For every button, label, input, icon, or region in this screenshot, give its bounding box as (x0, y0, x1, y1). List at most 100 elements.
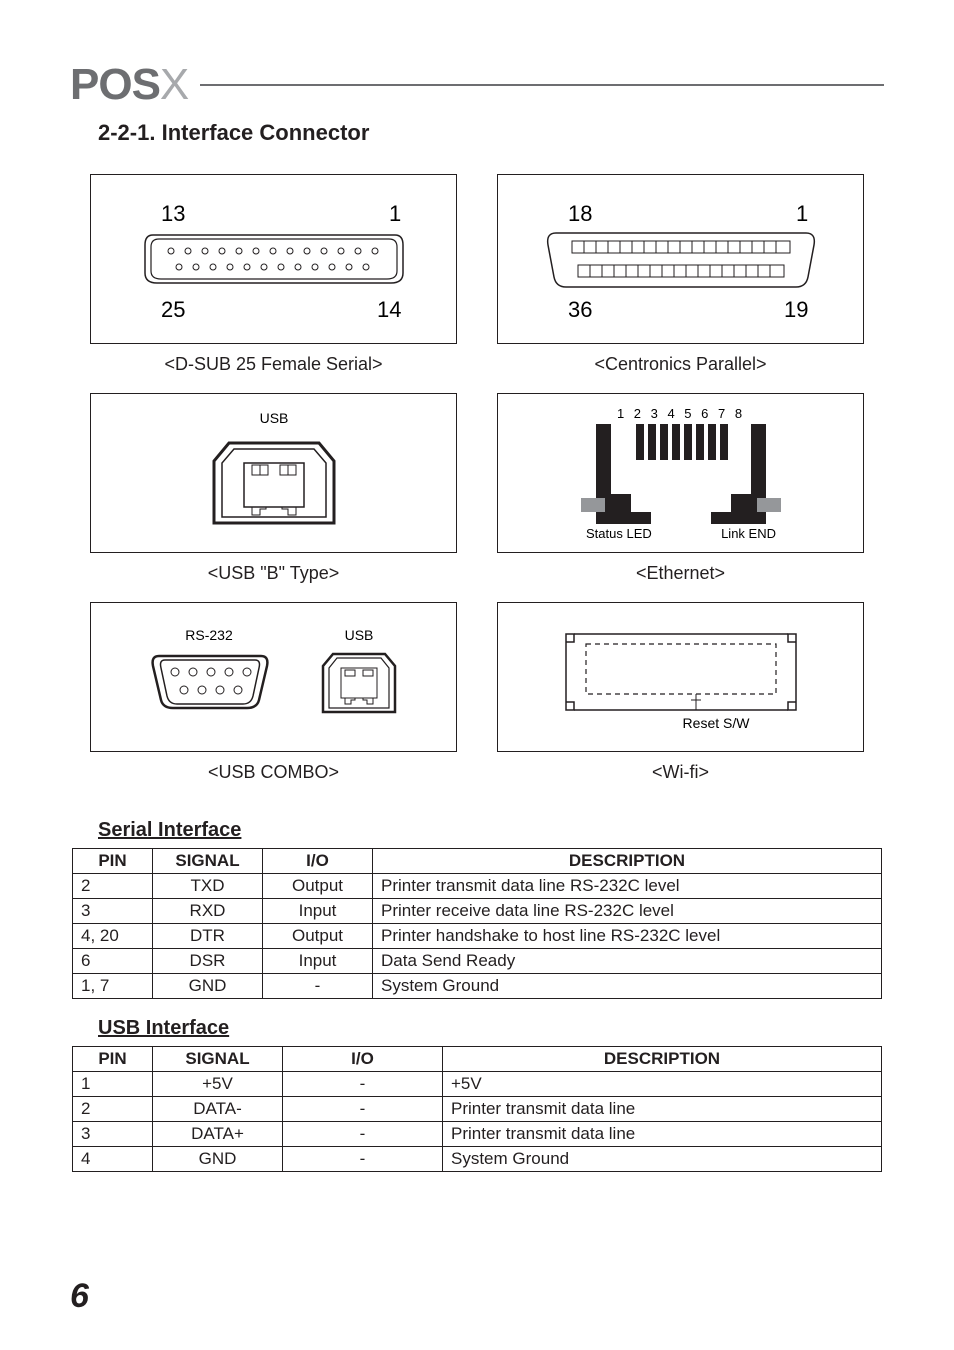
table-row: 6DSRInputData Send Ready (73, 949, 882, 974)
col-header: PIN (73, 1047, 153, 1072)
table-row: 2TXDOutputPrinter transmit data line RS-… (73, 874, 882, 899)
usb-table: PINSIGNALI/ODESCRIPTION1+5V-+5V2DATA--Pr… (72, 1046, 882, 1172)
usb-label: USB (259, 410, 288, 426)
label-bl: 25 (161, 297, 185, 322)
eth-status-label: Status LED (586, 526, 652, 541)
usb-heading: USB Interface (98, 1017, 884, 1040)
table-cell: Input (263, 899, 373, 924)
logo-brand: POS (70, 60, 160, 109)
page-number: 6 (70, 1277, 89, 1316)
table-cell: +5V (443, 1072, 882, 1097)
table-cell: Printer transmit data line (443, 1097, 882, 1122)
table-cell: Output (263, 924, 373, 949)
diagram-centronics: 18 1 36 19 <Centronics Parallel> (497, 174, 864, 375)
logo-suffix: X (160, 60, 188, 109)
serial-heading: Serial Interface (98, 819, 884, 842)
table-cell: 3 (73, 899, 153, 924)
diagram-usb-b: USB <USB "B" Type> (90, 393, 457, 584)
diagram-ethernet: 1 2 3 4 5 6 7 8 (497, 393, 864, 584)
col-header: DESCRIPTION (443, 1047, 882, 1072)
caption: <USB COMBO> (90, 762, 457, 783)
table-cell: - (283, 1122, 443, 1147)
col-header: SIGNAL (153, 849, 263, 874)
col-header: PIN (73, 849, 153, 874)
caption: <USB "B" Type> (90, 563, 457, 584)
table-cell: TXD (153, 874, 263, 899)
table-cell: - (283, 1072, 443, 1097)
table-cell: 4 (73, 1147, 153, 1172)
rs232-label: RS-232 (185, 627, 233, 643)
table-cell: Printer handshake to host line RS-232C l… (373, 924, 882, 949)
section-title: 2-2-1. Interface Connector (98, 120, 884, 146)
table-cell: Printer transmit data line (443, 1122, 882, 1147)
col-header: I/O (283, 1047, 443, 1072)
table-cell: Input (263, 949, 373, 974)
label-tr: 1 (796, 201, 808, 226)
diagram-wifi: Reset S/W <Wi-fi> (497, 602, 864, 783)
caption: <Ethernet> (497, 563, 864, 584)
eth-link-label: Link END (721, 526, 776, 541)
table-cell: 4, 20 (73, 924, 153, 949)
wifi-label: Reset S/W (682, 715, 750, 731)
logo-header: POSX (70, 60, 884, 110)
diagram-box: RS-232 USB (90, 602, 457, 752)
caption: <Centronics Parallel> (497, 354, 864, 375)
table-cell: - (283, 1147, 443, 1172)
table-cell: GND (153, 1147, 283, 1172)
table-cell: GND (153, 974, 263, 999)
table-cell: 2 (73, 1097, 153, 1122)
table-row: 4, 20DTROutputPrinter handshake to host … (73, 924, 882, 949)
label-tl: 13 (161, 201, 185, 226)
usb-label: USB (344, 627, 373, 643)
table-cell: DTR (153, 924, 263, 949)
dsub-pins-bottom (176, 264, 369, 270)
caption: <Wi-fi> (497, 762, 864, 783)
table-cell: DATA- (153, 1097, 283, 1122)
table-row: 1+5V-+5V (73, 1072, 882, 1097)
table-cell: System Ground (373, 974, 882, 999)
table-row: 3DATA+-Printer transmit data line (73, 1122, 882, 1147)
col-header: SIGNAL (153, 1047, 283, 1072)
table-cell: Printer receive data line RS-232C level (373, 899, 882, 924)
col-header: DESCRIPTION (373, 849, 882, 874)
table-cell: RXD (153, 899, 263, 924)
table-cell: 1, 7 (73, 974, 153, 999)
diagram-box: 13 1 25 14 (90, 174, 457, 344)
table-cell: 3 (73, 1122, 153, 1147)
table-cell: - (283, 1097, 443, 1122)
diagram-usb-combo: RS-232 USB <USB COMBO> (90, 602, 457, 783)
table-cell: DATA+ (153, 1122, 283, 1147)
table-cell: 1 (73, 1072, 153, 1097)
table-cell: +5V (153, 1072, 283, 1097)
table-row: 1, 7GND-System Ground (73, 974, 882, 999)
table-cell: 6 (73, 949, 153, 974)
table-cell: Output (263, 874, 373, 899)
table-cell: DSR (153, 949, 263, 974)
table-row: 2DATA--Printer transmit data line (73, 1097, 882, 1122)
table-cell: - (263, 974, 373, 999)
logo: POSX (70, 60, 188, 110)
eth-pins-label: 1 2 3 4 5 6 7 8 (616, 406, 744, 421)
diagram-box: USB (90, 393, 457, 553)
col-header: I/O (263, 849, 373, 874)
diagram-grid: 13 1 25 14 <D-SUB 25 Female Serial> (70, 174, 884, 783)
table-cell: 2 (73, 874, 153, 899)
diagram-box: 18 1 36 19 (497, 174, 864, 344)
table-cell: Printer transmit data line RS-232C level (373, 874, 882, 899)
label-bl: 36 (568, 297, 592, 322)
cent-pins-bottom (578, 265, 784, 277)
serial-table: PINSIGNALI/ODESCRIPTION2TXDOutputPrinter… (72, 848, 882, 999)
diagram-box: 1 2 3 4 5 6 7 8 (497, 393, 864, 553)
dsub-pins-top (168, 248, 378, 254)
table-cell: System Ground (443, 1147, 882, 1172)
logo-divider (200, 84, 884, 86)
diagram-dsub: 13 1 25 14 <D-SUB 25 Female Serial> (90, 174, 457, 375)
label-br: 19 (784, 297, 808, 322)
caption: <D-SUB 25 Female Serial> (90, 354, 457, 375)
diagram-box: Reset S/W (497, 602, 864, 752)
cent-pins-top (572, 241, 790, 253)
table-cell: Data Send Ready (373, 949, 882, 974)
table-row: 3RXDInputPrinter receive data line RS-23… (73, 899, 882, 924)
label-br: 14 (377, 297, 401, 322)
table-row: 4GND-System Ground (73, 1147, 882, 1172)
